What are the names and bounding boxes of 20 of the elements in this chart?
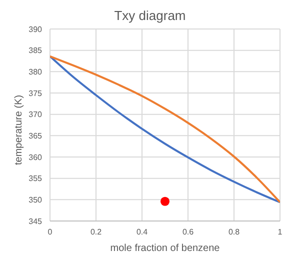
y-tick-label: 365 [28,132,43,141]
y-tick-label: 360 [28,152,43,162]
x-tick-label: 1 [278,228,283,237]
line-series [50,55,280,204]
y-tick-label: 390 [28,24,43,34]
x-tick-label: 0.8 [228,228,240,237]
x-axis-title: mole fraction of benzene [110,243,220,254]
x-tick-label: 0 [48,228,53,237]
y-tick-label: 355 [28,174,43,184]
y-tick-label: 380 [28,68,43,77]
x-tick-label: 0.6 [182,228,194,237]
chart-title: Txy diagram [113,8,187,23]
x-tick-label: 0.2 [90,228,102,237]
y-tick-label: 370 [28,110,43,120]
y-tick-label: 345 [28,216,43,226]
y-tick-label: 385 [28,46,43,56]
y-tick-label: 375 [28,88,43,98]
y-tick-label: 350 [28,196,43,205]
x-tick-label: 0.4 [136,228,148,237]
y-axis-title: temperature (K) [14,94,25,165]
